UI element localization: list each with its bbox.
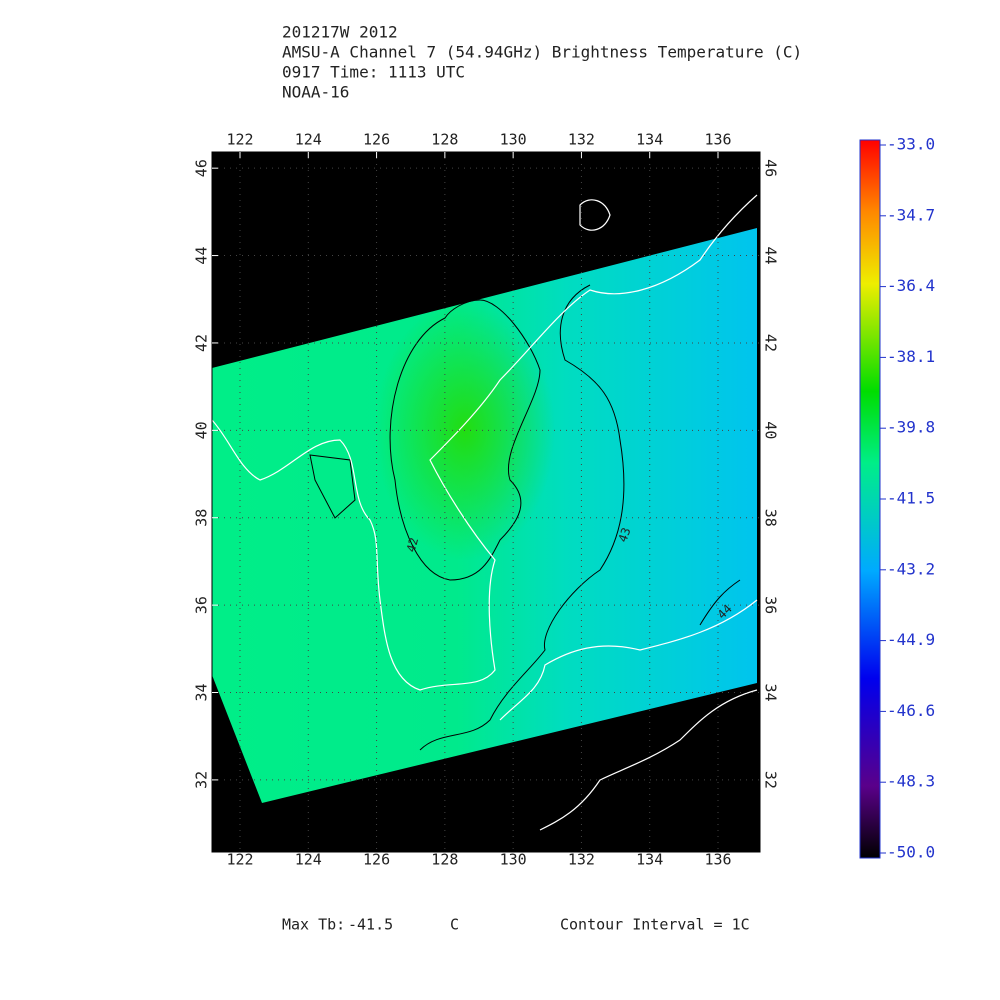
lat-label: 38 [193,509,211,527]
coast-path [579,199,611,231]
lon-label: 128 [431,131,458,149]
lat-label: 44 [762,247,780,265]
lon-label: 132 [568,131,595,149]
coast-path [539,689,758,831]
colorbar-label: -34.7 [887,205,935,224]
lon-label: 122 [226,851,253,869]
colorbar-label: -43.2 [887,559,935,578]
grid [212,152,760,852]
lat-label: 40 [193,421,211,439]
max-label: Max Tb: [282,916,345,934]
lon-label: 134 [636,851,663,869]
lat-label: 40 [762,421,780,439]
contour-label: 43 [615,526,633,544]
lat-label: 34 [762,683,780,701]
lat-label: 32 [193,771,211,789]
colorbar-label: -46.6 [887,701,935,720]
colorbar-label: -39.8 [887,418,935,437]
colorbar-ramp [859,139,881,859]
lon-label: 122 [226,131,253,149]
max-value: -41.5 [348,916,393,934]
lat-label: 36 [762,596,780,614]
coast-path [499,599,758,721]
header-line: 201217W 2012 [282,23,398,42]
max-unit: C [450,916,459,934]
lon-label: 128 [431,851,458,869]
lat-label: 46 [762,159,780,177]
colorbar-label: -38.1 [887,347,935,366]
lon-label: 126 [363,851,390,869]
contour-line [699,579,741,626]
colorbar-label: -41.5 [887,489,935,508]
lat-label: 36 [193,596,211,614]
lon-label: 134 [636,131,663,149]
coastline [211,194,758,831]
map-border [211,151,761,853]
header-line: AMSU-A Channel 7 (54.94GHz) Brightness T… [282,43,802,62]
contours [309,284,741,751]
colorbar-label: -50.0 [887,843,935,862]
lon-label: 124 [295,131,322,149]
colorbar-label: -48.3 [887,772,935,791]
lon-label: 130 [500,131,527,149]
coast-path [211,194,758,691]
colorbar: -33.0 -34.7 -36.4 -38.1 -39.8 -41.5 -43.2 -44.9… [859,135,935,862]
contour-line [389,299,541,581]
header-line: NOAA-16 [282,83,349,102]
lon-label: 132 [568,851,595,869]
contour-label: 42 [404,536,421,554]
lon-label: 136 [704,131,731,149]
lat-label: 38 [762,509,780,527]
contour-interval: Contour Interval = 1C [560,916,750,934]
lon-label: 130 [500,851,527,869]
lat-label: 42 [193,334,211,352]
lat-label: 46 [193,159,211,177]
lat-label: 42 [762,334,780,352]
contour-line [309,454,356,519]
colorbar-label: -44.9 [887,630,935,649]
axes: 122 122 124 124 126 126 128 128 130 130 132 132 134 1… [193,131,780,869]
contour-line [419,284,625,751]
colorbar-label: -36.4 [887,276,935,295]
colorbar-label: -33.0 [887,135,935,154]
footer: Max Tb: -41.5 C Contour Interval = 1C [282,916,750,934]
lat-label: 34 [193,683,211,701]
lon-label: 126 [363,131,390,149]
header-line: 0917 Time: 1113 UTC [282,63,465,82]
lat-label: 44 [193,247,211,265]
lon-label: 136 [704,851,731,869]
lat-label: 32 [762,771,780,789]
lon-label: 124 [295,851,322,869]
